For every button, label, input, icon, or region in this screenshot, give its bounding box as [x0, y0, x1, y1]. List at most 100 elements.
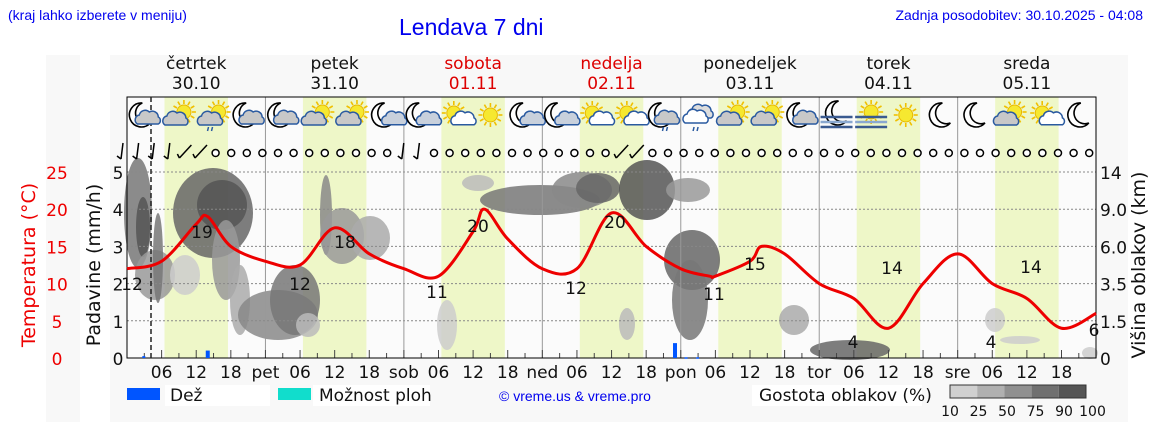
wind-calm-icon	[538, 148, 548, 158]
sun-cloud-icon	[715, 100, 750, 126]
hour-tick: 12	[185, 363, 207, 383]
temp-tick: 5	[52, 313, 63, 333]
wind-barb-icon	[163, 142, 171, 160]
cloud-height-tick: 9.0	[1100, 201, 1127, 221]
wind-calm-icon	[476, 148, 486, 158]
wind-calm-icon	[382, 148, 392, 158]
wind-calm-icon	[1069, 148, 1078, 158]
hour-tick: 12	[324, 363, 346, 383]
hour-tick: 06	[705, 363, 727, 383]
wind-calm-icon	[601, 148, 610, 158]
rain-bar	[205, 350, 210, 358]
sun-icon	[893, 103, 918, 127]
cloud-density-area	[779, 305, 809, 335]
wind-calm-icon	[819, 148, 829, 158]
cloud-height-tick: 14	[1100, 164, 1122, 184]
location-hint: (kraj lahko izberete v meniju)	[8, 7, 187, 23]
cloud-density-area	[666, 178, 710, 202]
temp-tick: 10	[46, 276, 68, 296]
wind-calm-icon	[866, 148, 876, 158]
day-date: 02.11	[587, 74, 636, 94]
temp-tick: 25	[46, 164, 68, 184]
wind-calm-icon	[944, 148, 954, 158]
wind-calm-icon	[835, 148, 844, 158]
day-short-tick: ned	[526, 363, 558, 383]
precip-tick: 2	[113, 276, 124, 296]
temp-annotation: 4	[986, 333, 997, 353]
wind-calm-icon	[788, 148, 798, 158]
wind-calm-icon	[258, 148, 267, 158]
temp-tick: 0	[52, 350, 63, 370]
wind-barb-icon	[613, 144, 629, 159]
hour-tick: 18	[220, 363, 242, 383]
moon-cloud-icon	[786, 102, 819, 128]
precip-tick: 5	[113, 164, 124, 184]
precip-tick: 1	[113, 313, 124, 333]
wind-barb-icon	[192, 144, 208, 159]
storm-legend-label: Možnost ploh	[319, 386, 432, 406]
wind-calm-icon	[804, 148, 813, 158]
wind-calm-icon	[757, 148, 766, 158]
moon-small-cloud-icon	[543, 102, 581, 128]
wind-calm-icon	[694, 148, 704, 158]
day-short-tick: pon	[665, 363, 697, 383]
hour-tick: 06	[566, 363, 588, 383]
wind-calm-icon	[242, 148, 252, 158]
temp-annotation: 15	[744, 255, 766, 275]
sun-cloud-icon	[162, 100, 196, 126]
day-date: 31.10	[310, 74, 359, 94]
wind-calm-icon	[351, 148, 361, 158]
cloud-density-area	[350, 216, 390, 260]
cloud-height-tick: 6.0	[1100, 238, 1127, 258]
hour-tick: 12	[462, 363, 484, 383]
rain-bar	[684, 357, 688, 359]
temp-annotation: 14	[881, 259, 903, 279]
wind-calm-icon	[850, 148, 860, 158]
moon-cloud-icon	[128, 102, 162, 128]
sun-small-cloud-icon	[441, 101, 477, 126]
day-name: sreda	[1003, 54, 1050, 74]
precip-tick: 0	[113, 350, 124, 370]
temp-annotation: 12	[289, 275, 311, 295]
density-tick: 25	[970, 404, 988, 420]
wind-calm-icon	[554, 148, 564, 158]
day-name: četrtek	[166, 54, 227, 74]
wind-barb-icon	[132, 142, 140, 160]
hour-tick: 06	[151, 363, 173, 383]
cloud-density-area	[985, 308, 1005, 332]
wind-barb-icon	[116, 142, 124, 160]
copyright-link[interactable]: © vreme.us & vreme.pro	[499, 388, 651, 404]
cloud-density-area	[576, 173, 620, 203]
hour-tick: 18	[912, 363, 934, 383]
wind-calm-icon	[710, 148, 720, 158]
day-short-tick: sob	[389, 363, 419, 383]
moon-small-cloud-icon	[405, 102, 443, 128]
density-tick: 10	[941, 404, 959, 420]
cloud-density-area	[1082, 347, 1098, 359]
sun-small-cloud-icon	[580, 101, 616, 126]
last-updated: Zadnja posodobitev: 30.10.2025 - 04:08	[895, 7, 1143, 23]
sun-cloud-icon	[335, 100, 369, 126]
density-tick: 75	[1027, 404, 1045, 420]
wind-calm-icon	[1084, 148, 1094, 158]
wind-calm-icon	[897, 148, 907, 158]
moon-icon	[1067, 102, 1090, 128]
wind-calm-icon	[367, 148, 376, 158]
cloud-density-area	[1000, 336, 1040, 344]
hour-tick: 12	[601, 363, 623, 383]
hour-tick: 06	[428, 363, 450, 383]
rain-bar	[142, 356, 146, 358]
hour-tick: 18	[635, 363, 657, 383]
daylight-band	[718, 97, 782, 358]
cloud-density-area	[619, 308, 635, 340]
wind-calm-icon	[882, 148, 891, 158]
wind-calm-icon	[772, 148, 782, 158]
wind-calm-icon	[460, 148, 470, 158]
temperature-line	[126, 207, 1097, 330]
cloud-height-tick: 3.5	[1100, 276, 1127, 296]
temp-annotation: 18	[334, 233, 356, 253]
cloud-density-area	[810, 340, 890, 360]
hour-tick: 06	[981, 363, 1003, 383]
wind-calm-icon	[928, 148, 938, 158]
